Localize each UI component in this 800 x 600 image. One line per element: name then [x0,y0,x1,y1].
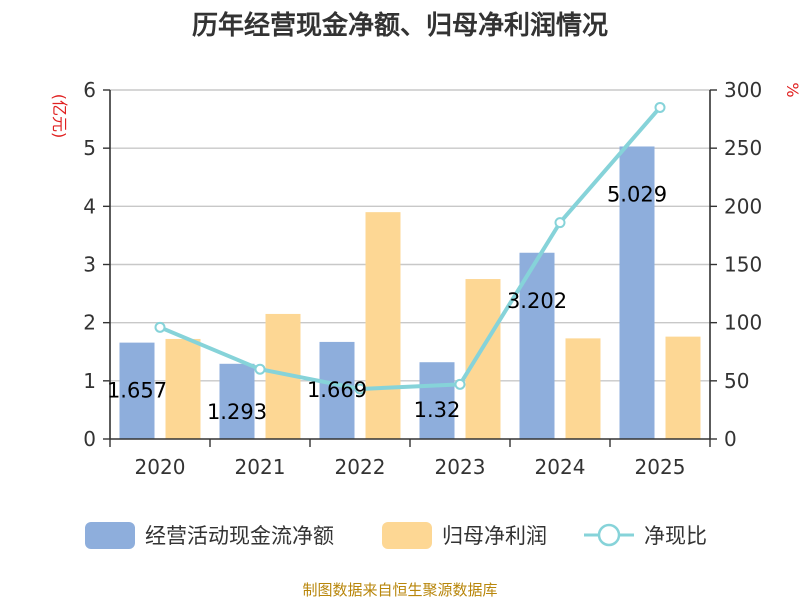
left-axis-unit: (亿元) [50,94,69,139]
x-axis-label: 2025 [635,455,686,479]
bar-operating-cashflow [419,362,455,439]
legend-swatch-ratio-marker [597,523,621,547]
left-axis-tick-label: 2 [83,311,96,335]
bar-value-label: 5.029 [607,182,667,206]
axes: 0 1 2 3 4 5 6 0 50 100 150 200 250 300 2020 2021 2022 202… [83,78,762,479]
right-axis-tick-label: 300 [724,78,762,102]
bar-operating-cashflow [519,252,555,439]
bar-value-label: 1.293 [207,400,267,424]
left-axis-tick-label: 3 [83,253,96,277]
ratio-point [354,383,366,395]
bar-net-profit [165,338,201,439]
bar-value-label: 1.669 [307,378,367,402]
source-note: 制图数据来自恒生聚源数据库 [302,581,497,599]
data-labels: 1.657 1.293 1.669 1.32 3.202 5.029 [107,182,667,423]
left-axis-tick-label: 4 [83,194,96,218]
x-axis-label: 2023 [435,455,486,479]
bar-operating-cashflow [219,363,255,439]
ratio-point [554,217,566,229]
ratio-point [154,321,166,333]
right-axis-tick-label: 150 [724,253,762,277]
x-axis-label: 2024 [535,455,586,479]
right-axis-tick-label: 250 [724,136,762,160]
left-axis-tick-label: 5 [83,136,96,160]
left-axis-tick-label: 1 [83,369,96,393]
legend-label-net-profit: 归母净利润 [442,524,547,548]
chart-title: 历年经营现金净额、归母净利润情况 [192,10,608,41]
gridlines [110,89,710,382]
bars [119,146,701,439]
bar-net-profit [365,212,401,439]
bar-net-profit [565,338,601,439]
right-axis-tick-label: 0 [724,427,737,451]
bar-operating-cashflow [619,146,655,439]
legend-swatch-operating-cashflow [85,522,135,549]
ratio-point [654,101,666,113]
legend: 经营活动现金流净额 归母净利润 净现比 [85,522,707,549]
x-axis-label: 2022 [335,455,386,479]
ratio-line-path [159,106,662,391]
legend-swatch-net-profit [382,522,432,549]
bar-operating-cashflow [319,341,355,439]
right-axis-unit: % [783,82,800,97]
left-axis-tick-label: 6 [83,78,96,102]
ratio-point [254,363,266,375]
x-axis-label: 2020 [135,455,186,479]
right-axis-tick-label: 200 [724,194,762,218]
bar-net-profit [465,279,501,439]
x-axis-label: 2021 [235,455,286,479]
right-axis-tick-label: 50 [724,369,749,393]
left-axis-tick-label: 0 [83,427,96,451]
right-axis-tick-label: 100 [724,311,762,335]
ratio-line [154,101,666,395]
bar-net-profit [665,336,701,439]
bar-value-label: 1.657 [107,379,167,403]
legend-label-ratio: 净现比 [644,524,707,548]
bar-value-label: 3.202 [507,289,567,313]
bar-value-label: 1.32 [414,398,461,422]
legend-label-operating-cashflow: 经营活动现金流净额 [145,524,334,548]
bar-operating-cashflow [119,342,155,439]
ratio-point [454,378,466,390]
